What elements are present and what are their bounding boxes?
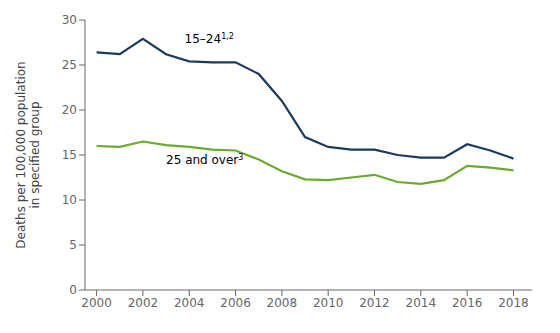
svg-text:15–241,2: 15–241,2 [185, 31, 234, 46]
svg-text:2002: 2002 [128, 296, 159, 310]
svg-text:30: 30 [62, 13, 77, 27]
svg-text:2016: 2016 [452, 296, 483, 310]
svg-text:2008: 2008 [267, 296, 298, 310]
svg-text:2006: 2006 [220, 296, 251, 310]
svg-text:5: 5 [69, 238, 77, 252]
svg-text:2018: 2018 [498, 296, 529, 310]
svg-text:25 and over3: 25 and over3 [166, 153, 243, 168]
svg-text:15: 15 [62, 148, 77, 162]
svg-text:2010: 2010 [313, 296, 344, 310]
svg-text:Deaths per 100,000 populationi: Deaths per 100,000 populationin specifie… [14, 61, 42, 248]
svg-text:10: 10 [62, 193, 77, 207]
svg-text:2004: 2004 [174, 296, 205, 310]
svg-text:2014: 2014 [406, 296, 437, 310]
svg-text:25: 25 [62, 58, 77, 72]
svg-text:0: 0 [69, 283, 77, 297]
svg-text:20: 20 [62, 103, 77, 117]
svg-text:2012: 2012 [359, 296, 390, 310]
svg-text:2000: 2000 [81, 296, 112, 310]
